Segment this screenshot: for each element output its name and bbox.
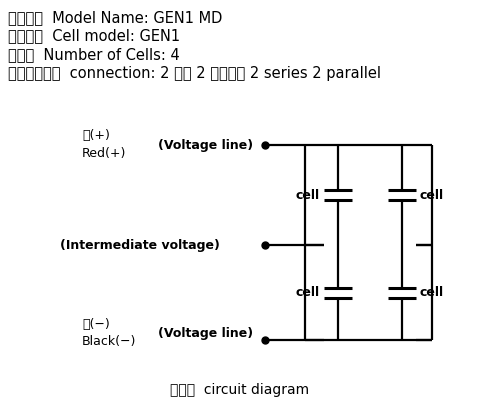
- Text: (Intermediate voltage): (Intermediate voltage): [60, 239, 220, 251]
- Text: cell: cell: [296, 286, 320, 299]
- Text: セル数  Number of Cells: 4: セル数 Number of Cells: 4: [8, 47, 180, 62]
- Text: (Voltage line): (Voltage line): [158, 138, 253, 152]
- Text: cell: cell: [420, 189, 444, 201]
- Text: Black(−): Black(−): [82, 335, 136, 349]
- Text: (Voltage line): (Voltage line): [158, 328, 253, 340]
- Text: 黒(−): 黒(−): [82, 318, 110, 330]
- Text: cell: cell: [420, 286, 444, 299]
- Text: 回路図  circuit diagram: 回路図 circuit diagram: [170, 383, 310, 397]
- Text: 赤(+): 赤(+): [82, 129, 110, 141]
- Text: モデル名  Model Name: GEN1 MD: モデル名 Model Name: GEN1 MD: [8, 10, 222, 25]
- Text: 直並列接続数  connection: 2 直列 2 並列，　 2 series 2 parallel: 直並列接続数 connection: 2 直列 2 並列， 2 series 2…: [8, 66, 381, 80]
- Text: Red(+): Red(+): [82, 147, 126, 159]
- Text: セル仕様  Cell model: GEN1: セル仕様 Cell model: GEN1: [8, 28, 180, 44]
- Text: cell: cell: [296, 189, 320, 201]
